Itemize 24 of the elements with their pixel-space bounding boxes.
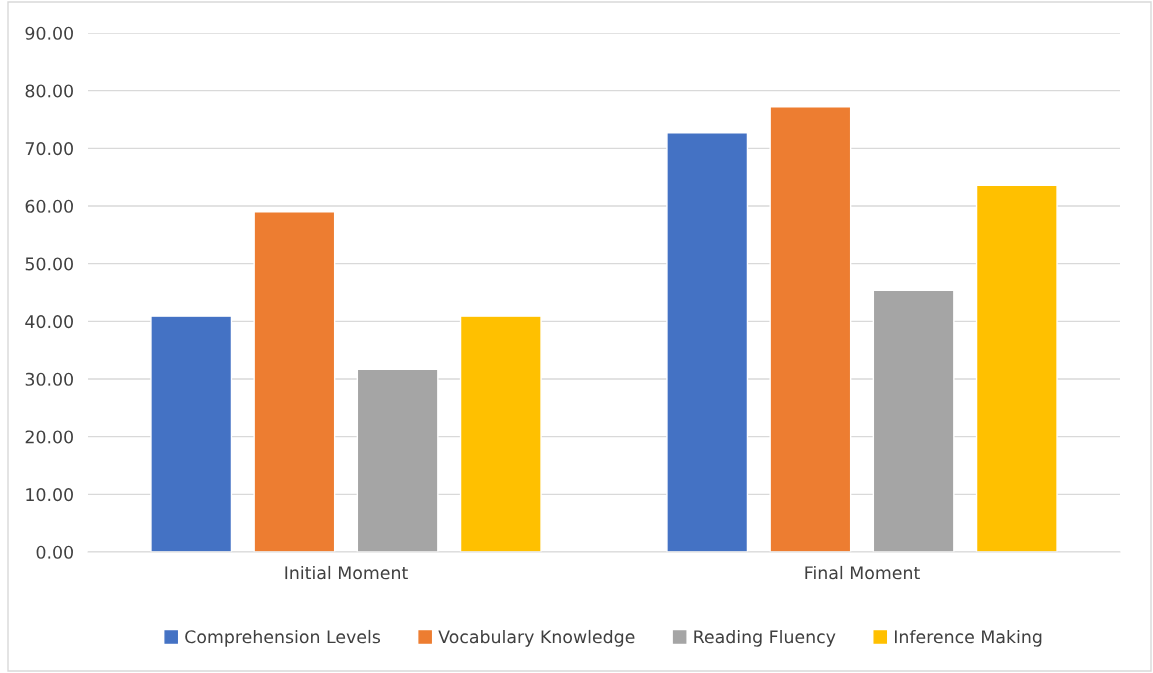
y-tick-label: 90.00	[25, 26, 73, 40]
x-tick-label: Initial Moment	[285, 565, 408, 580]
y-tick-label: 50.00	[25, 257, 73, 271]
bar	[666, 132, 749, 552]
y-tick-label: 20.00	[25, 430, 73, 444]
y-tick-label: 40.00	[25, 315, 73, 329]
bar	[769, 106, 852, 552]
y-tick-label: 30.00	[25, 372, 73, 386]
y-tick-label: 10.00	[26, 488, 73, 502]
bar	[872, 289, 955, 552]
bar	[356, 368, 439, 552]
bar	[150, 315, 233, 552]
legend-label: Vocabulary Knowledge	[438, 629, 635, 647]
bar	[253, 211, 336, 552]
legend-label: Inference Making	[894, 629, 1042, 647]
bar	[459, 315, 542, 552]
y-tick-label: 70.00	[25, 142, 73, 156]
bar	[975, 184, 1058, 552]
y-tick-label: 80.00	[25, 84, 73, 98]
x-tick-label: Final Moment	[805, 565, 920, 580]
y-tick-label: 0.00	[36, 545, 73, 559]
y-tick-label: 60.00	[25, 199, 73, 213]
legend-label: Reading Fluency	[694, 629, 836, 647]
legend-label: Comprehension Levels	[185, 629, 381, 647]
